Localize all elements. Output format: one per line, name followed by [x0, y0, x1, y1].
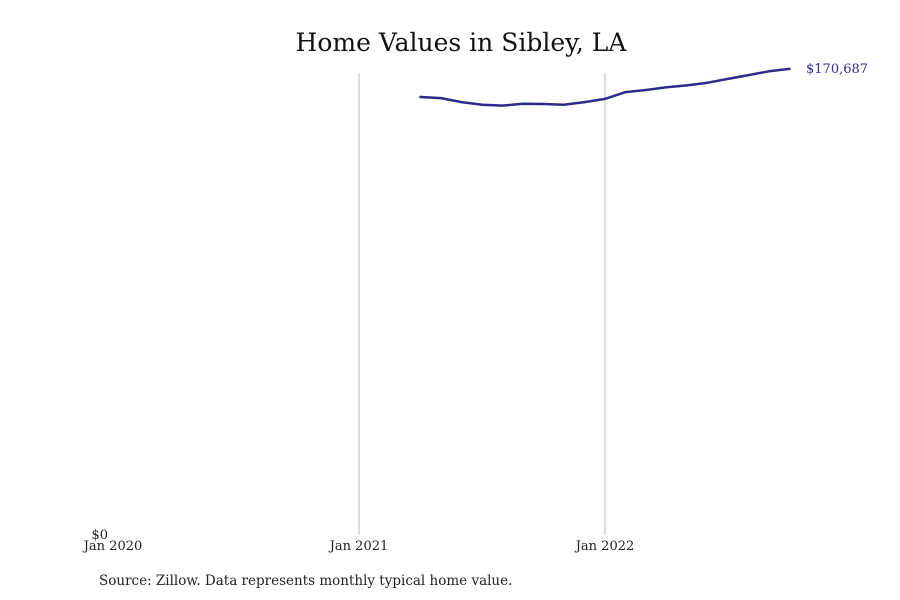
series-point: [788, 67, 791, 71]
series-point: [644, 88, 648, 92]
end-value-label: $170,687: [806, 62, 868, 77]
series-point: [665, 86, 668, 89]
chart-title: Home Values in Sibley, LA: [296, 28, 628, 57]
x-tick-label: Jan 2020: [82, 539, 143, 554]
axis-tick-labels: Jan 2020 Jan 2021 Jan 2022 $0: [82, 528, 635, 554]
series-point: [747, 73, 750, 77]
x-tick-label: Jan 2021: [328, 539, 389, 554]
series-point: [460, 100, 463, 104]
series-point: [480, 103, 484, 107]
series-point: [583, 100, 586, 104]
series-point: [501, 104, 504, 107]
x-tick-label: Jan 2022: [574, 539, 635, 554]
series-points: [419, 67, 791, 107]
series-point: [603, 97, 607, 101]
series-point: [542, 102, 545, 106]
series-point: [685, 84, 689, 87]
y-tick-label: $0: [91, 528, 108, 543]
series-point: [419, 95, 422, 99]
grid-lines: [358, 73, 606, 535]
series-point: [767, 70, 771, 73]
series-point: [624, 90, 627, 94]
series-point: [562, 103, 566, 107]
series-point: [521, 102, 525, 106]
series-point: [706, 81, 709, 84]
series-point: [726, 77, 730, 81]
source-note: Source: Zillow. Data represents monthly …: [99, 573, 512, 589]
series-point: [439, 96, 443, 100]
